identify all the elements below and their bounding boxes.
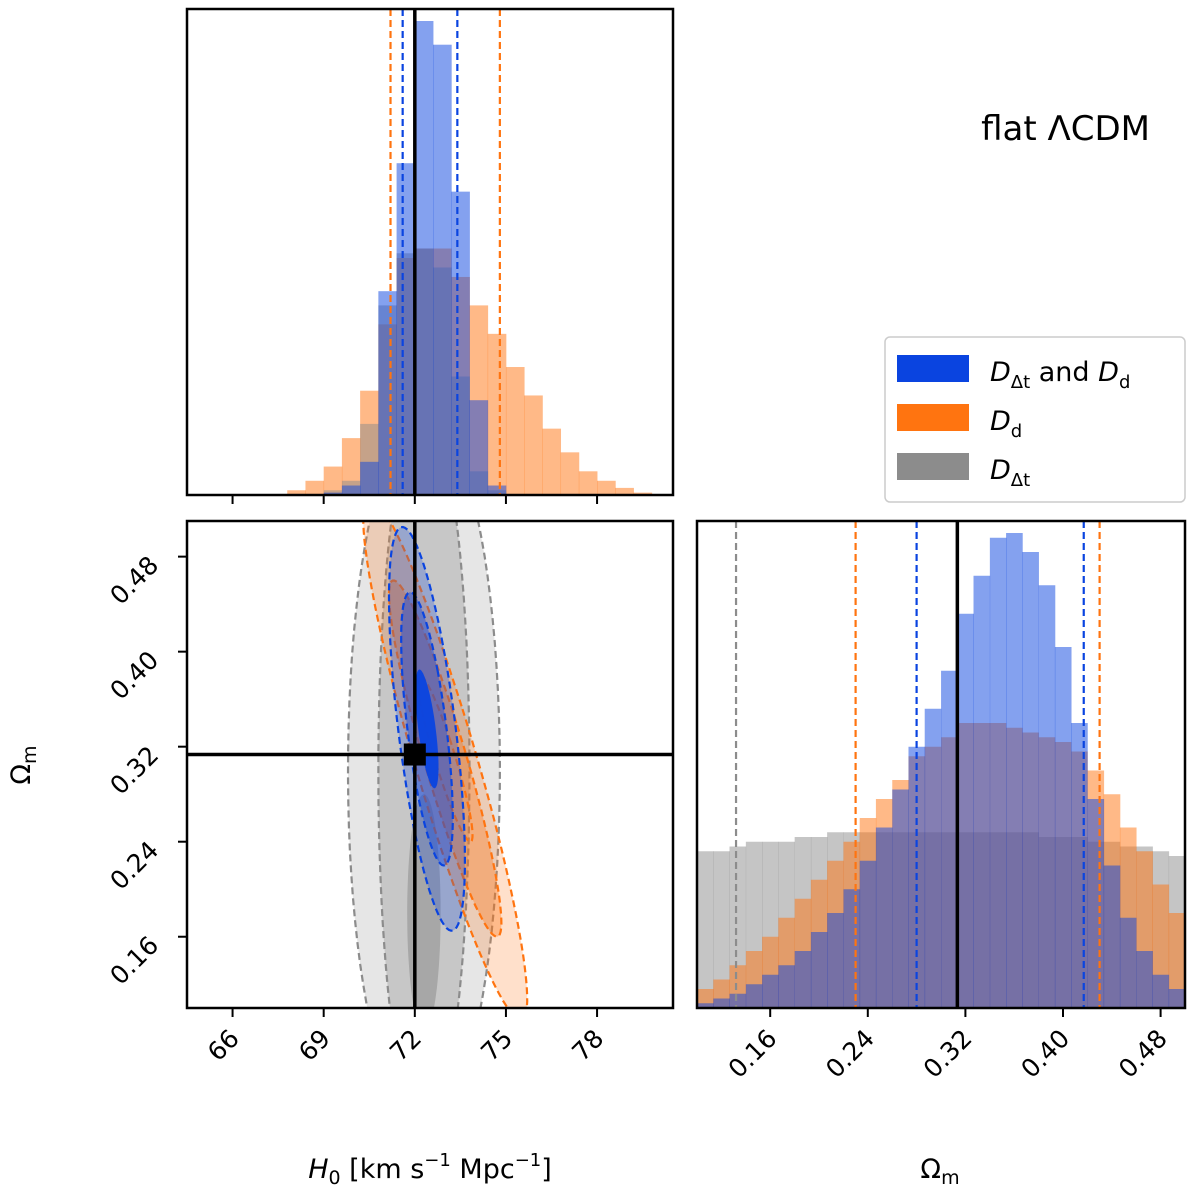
omega-m-bar-DtandDd-6 [794, 951, 812, 1008]
joint-panel-frame [185, 519, 675, 1010]
legend-label-ddt: DΔt [990, 455, 1030, 491]
omega-m-xtick-label-1: 0.24 [820, 1024, 880, 1084]
contour-Dd-level-1 [387, 579, 503, 938]
h0-bar-DtandDd-1 [341, 485, 361, 495]
omega-m-bar-DtandDd-2 [729, 993, 747, 1008]
omega-m-histogram [697, 533, 1185, 1008]
omega-m-bar-DtandDd-21 [1038, 585, 1056, 1008]
h0-bar-DtandDd-8 [469, 400, 489, 495]
omega-m-bar-DtandDd-5 [778, 965, 795, 1008]
h0-bar-DtandDd-6 [433, 44, 452, 495]
h0-bar-DtandDd-7 [451, 191, 470, 495]
omega-m-bar-DtandDd-15 [941, 670, 958, 1008]
omega-m-bar-DtandDd-27 [1136, 951, 1153, 1008]
omega-m-bar-DtandDd-7 [810, 932, 828, 1008]
joint-xtick-label-1: 69 [293, 1024, 336, 1067]
omega-m-bar-DtandDd-29 [1168, 989, 1185, 1008]
h0-bar-DtandDd-4 [396, 163, 416, 495]
omega-m-bar-DtandDd-20 [1022, 552, 1039, 1008]
h0-bar-DtandDd-9 [487, 485, 507, 495]
legend-swatch-both [897, 355, 969, 382]
omega-m-xtick-label-4: 0.48 [1113, 1024, 1173, 1084]
joint-ytick-label-4: 0.48 [104, 550, 164, 610]
joint-truth-marker [403, 743, 426, 766]
h0-bar-Dd-1 [305, 480, 325, 495]
omega-m-xtick-label-0: 0.16 [723, 1024, 783, 1084]
omega-m-bar-DtandDd-23 [1071, 723, 1088, 1008]
h0-bar-Dd-17 [597, 480, 616, 495]
h0-bar-Dd-11 [487, 333, 507, 495]
h0-bar-Dd-0 [287, 490, 306, 495]
legend-swatch-ddt [897, 453, 969, 480]
h0-bar-Dd-2 [323, 466, 343, 495]
h0-bar-Dd-12 [505, 367, 525, 495]
omega-m-bar-DtandDd-17 [973, 575, 991, 1008]
joint-xtick-label-2: 72 [384, 1024, 427, 1067]
contour-Dd-level-0 [362, 521, 529, 1008]
legend-label-dd: Dd [990, 406, 1022, 442]
omega-m-bar-DtandDd-16 [957, 613, 974, 1008]
omega-m-bar-DtandDd-3 [745, 984, 763, 1008]
h0-bar-DtandDd-5 [414, 21, 434, 495]
joint-ytick-label-0: 0.16 [104, 930, 164, 990]
omega-m-bar-Dt-0 [697, 851, 714, 1008]
legend-swatch-dd [897, 404, 969, 431]
omega-m-bar-Dd-29 [1168, 913, 1185, 1008]
plot-title: flat ΛCDM [981, 109, 1150, 149]
omega-m-bar-DtandDd-26 [1119, 917, 1137, 1008]
joint-xtick-label-0: 66 [202, 1024, 245, 1067]
legend: DΔt and Dd Dd DΔt [884, 336, 1186, 503]
joint-xtick-label-3: 75 [475, 1024, 518, 1067]
joint-ytick-label-3: 0.40 [104, 645, 164, 705]
joint-ytick-label-1: 0.24 [104, 835, 164, 895]
omega-m-bar-DtandDd-4 [762, 974, 779, 1008]
omega-m-bar-DtandDd-24 [1087, 799, 1105, 1008]
h0-bar-Dd-18 [615, 487, 634, 495]
h0-histogram [287, 21, 653, 495]
omega-m-bar-DtandDd-25 [1103, 865, 1121, 1008]
omega-m-bar-DtandDd-19 [1006, 533, 1023, 1008]
h0-panel-frame [185, 7, 675, 497]
omega-m-bar-DtandDd-8 [827, 913, 844, 1008]
omega-m-xtick-label-2: 0.32 [918, 1024, 978, 1084]
omega-m-bar-DtandDd-14 [924, 708, 942, 1008]
legend-label-both: DΔt and Dd [990, 357, 1130, 393]
joint-ytick-label-2: 0.32 [104, 740, 164, 800]
h0-bar-Dd-14 [542, 428, 562, 495]
omega-m-bar-DtandDd-0 [697, 1003, 714, 1008]
omega-m-bar-DtandDd-12 [892, 789, 909, 1008]
omega-m-bar-DtandDd-10 [859, 860, 877, 1008]
h0-bar-Dd-16 [578, 471, 598, 495]
y-axis-title-omega-m: Ωm [6, 745, 41, 784]
omega-m-bar-DtandDd-22 [1054, 647, 1072, 1008]
omega-m-bar-DtandDd-18 [989, 537, 1007, 1008]
omega-m-bar-DtandDd-1 [713, 998, 730, 1008]
x-axis-title-omega-m: Ωm [920, 1154, 959, 1189]
h0-bar-Dd-15 [560, 452, 580, 495]
h0-bar-DtandDd-2 [360, 461, 379, 495]
joint-xtick-label-4: 78 [566, 1024, 609, 1067]
x-axis-title-h0: H0 [km s−1 Mpc−1] [308, 1150, 552, 1189]
omega-m-bar-DtandDd-11 [875, 827, 893, 1008]
omega-m-panel-frame [695, 519, 1187, 1010]
omega-m-bar-DtandDd-9 [843, 889, 861, 1008]
omega-m-bar-DtandDd-28 [1152, 974, 1170, 1008]
h0-bar-DtandDd-3 [378, 291, 397, 495]
h0-bar-Dd-13 [524, 395, 543, 495]
omega-m-bar-Dt-1 [713, 851, 730, 1008]
contour-DtandDd-level-2 [415, 669, 439, 789]
omega-m-xtick-label-3: 0.40 [1015, 1024, 1075, 1084]
